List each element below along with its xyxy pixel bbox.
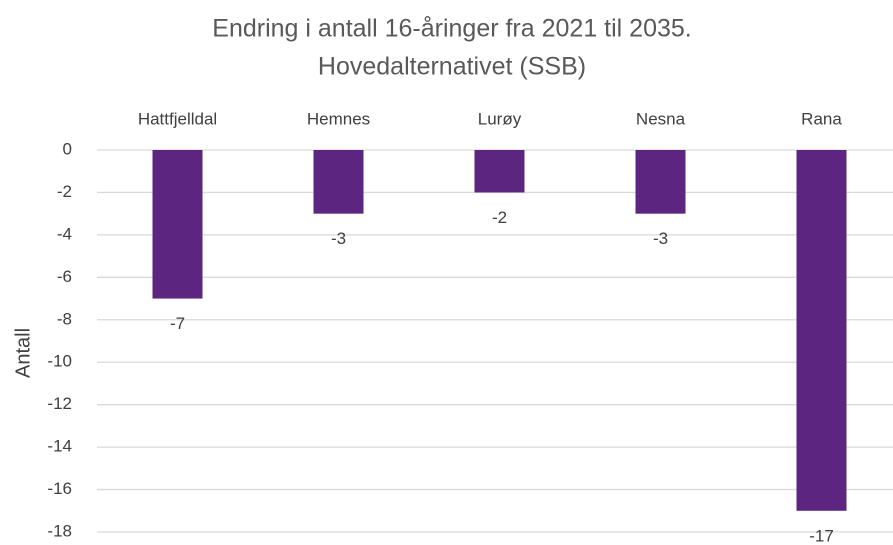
x-tick-label: Rana — [801, 109, 842, 128]
y-tick-label: -12 — [47, 394, 72, 413]
y-tick-label: -16 — [47, 479, 72, 498]
value-label: -17 — [809, 526, 834, 545]
y-tick-label: -2 — [57, 182, 72, 201]
bar — [152, 150, 203, 299]
value-label: -7 — [170, 314, 185, 333]
bar — [796, 150, 847, 511]
bar — [313, 150, 364, 214]
value-label: -3 — [331, 229, 346, 248]
y-tick-label: -10 — [47, 352, 72, 371]
y-axis-label: Antall — [12, 328, 34, 378]
chart-title: Endring i antall 16-åringer fra 2021 til… — [212, 15, 691, 43]
x-tick-label: Hattfjelldal — [138, 109, 217, 128]
value-label: -2 — [492, 208, 507, 227]
y-tick-label: -6 — [57, 267, 72, 286]
bar — [474, 150, 525, 193]
y-tick-label: -8 — [57, 309, 72, 328]
y-tick-label: -18 — [47, 521, 72, 540]
x-tick-label: Hemnes — [307, 109, 370, 128]
y-tick-label: -4 — [57, 224, 72, 243]
y-tick-label: 0 — [63, 139, 72, 158]
y-tick-label: -14 — [47, 437, 72, 456]
chart-subtitle: Hovedalternativet (SSB) — [318, 53, 586, 81]
x-tick-label: Nesna — [636, 109, 686, 128]
x-tick-label: Lurøy — [478, 109, 522, 128]
bar — [635, 150, 686, 214]
value-label: -3 — [653, 229, 668, 248]
